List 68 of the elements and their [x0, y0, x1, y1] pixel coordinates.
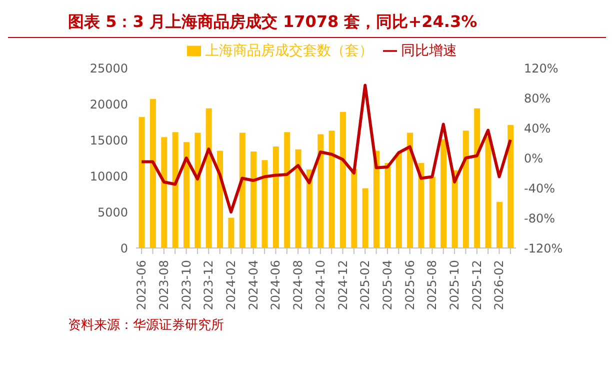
- bar: [418, 163, 424, 248]
- x-tick-label: 2026-02: [492, 260, 506, 310]
- y2-tick-label: 120%: [524, 61, 558, 76]
- bar: [496, 202, 502, 248]
- bar: [194, 132, 201, 248]
- bar: [485, 136, 492, 248]
- x-tick-label: 2025-06: [402, 260, 417, 310]
- y2-tick-label: 40%: [524, 121, 551, 136]
- x-tick-label: 2025-08: [425, 260, 440, 310]
- bar: [429, 176, 436, 248]
- bar: [184, 142, 190, 248]
- x-tick-label: 2023-12: [202, 260, 216, 310]
- bar: [508, 125, 514, 248]
- bar: [407, 132, 414, 248]
- bar: [328, 130, 335, 248]
- bar: [272, 146, 279, 248]
- y2-tick-label: -120%: [524, 241, 563, 256]
- bar: [440, 139, 447, 248]
- bar: [161, 137, 168, 248]
- line-series: [140, 84, 512, 214]
- legend-label: 上海商品房成交套数（套）: [205, 43, 373, 59]
- bar: [340, 112, 346, 248]
- x-tick-label: 2024-10: [313, 260, 328, 310]
- x-tick-label: 2023-10: [179, 260, 194, 310]
- bar: [362, 188, 368, 248]
- bar: [306, 170, 312, 248]
- x-tick-label: 2024-02: [224, 260, 238, 310]
- x-tick-label: 2025-12: [470, 260, 484, 310]
- y2-tick-label: -40%: [524, 181, 556, 196]
- y-tick-label: 25000: [90, 61, 128, 76]
- x-tick-label: 2024-12: [336, 260, 350, 310]
- bar: [138, 116, 145, 248]
- text: 资料来源：华源证券研究所: [67, 317, 225, 334]
- y-tick-label: 0: [120, 241, 128, 256]
- x-tick-label: 2023-06: [134, 260, 149, 310]
- y2-tick-label: 0%: [524, 151, 544, 166]
- bar: [206, 108, 212, 248]
- y-tick-label: 15000: [90, 133, 128, 148]
- x-tick-label: 2025-10: [448, 260, 462, 310]
- y-tick-label: 5000: [97, 205, 128, 220]
- bar: [295, 149, 302, 248]
- bar: [284, 132, 290, 248]
- bar: [318, 134, 324, 248]
- chart-title: 图表 5：3 月上海商品房成交 17078 套，同比+24.3%: [8, 8, 606, 38]
- x-tick-label: 2025-04: [380, 260, 394, 310]
- x-tick-label: 2023-08: [156, 260, 171, 310]
- bar: [384, 163, 391, 248]
- y2-tick-label: 80%: [524, 91, 551, 106]
- y-tick-label: 20000: [90, 97, 128, 112]
- bar: [396, 152, 402, 248]
- bar: [150, 98, 156, 248]
- bar: [351, 168, 358, 248]
- legend-label: 同比增速: [401, 43, 457, 59]
- bar: [262, 160, 268, 248]
- y-tick-label: 10000: [90, 169, 128, 184]
- bar: [217, 150, 224, 248]
- bar: [474, 108, 480, 248]
- bar: [239, 132, 246, 248]
- x-tick-label: 2025-02: [358, 260, 372, 310]
- x-tick-label: 2024-08: [291, 260, 306, 310]
- bar: [250, 152, 257, 248]
- bar: [462, 130, 469, 248]
- bar: [228, 218, 234, 248]
- y2-tick-label: -80%: [524, 211, 556, 226]
- bar: [172, 132, 178, 248]
- bar: [374, 150, 380, 248]
- x-tick-label: 2024-06: [268, 260, 283, 310]
- x-tick-label: 2024-04: [246, 260, 260, 310]
